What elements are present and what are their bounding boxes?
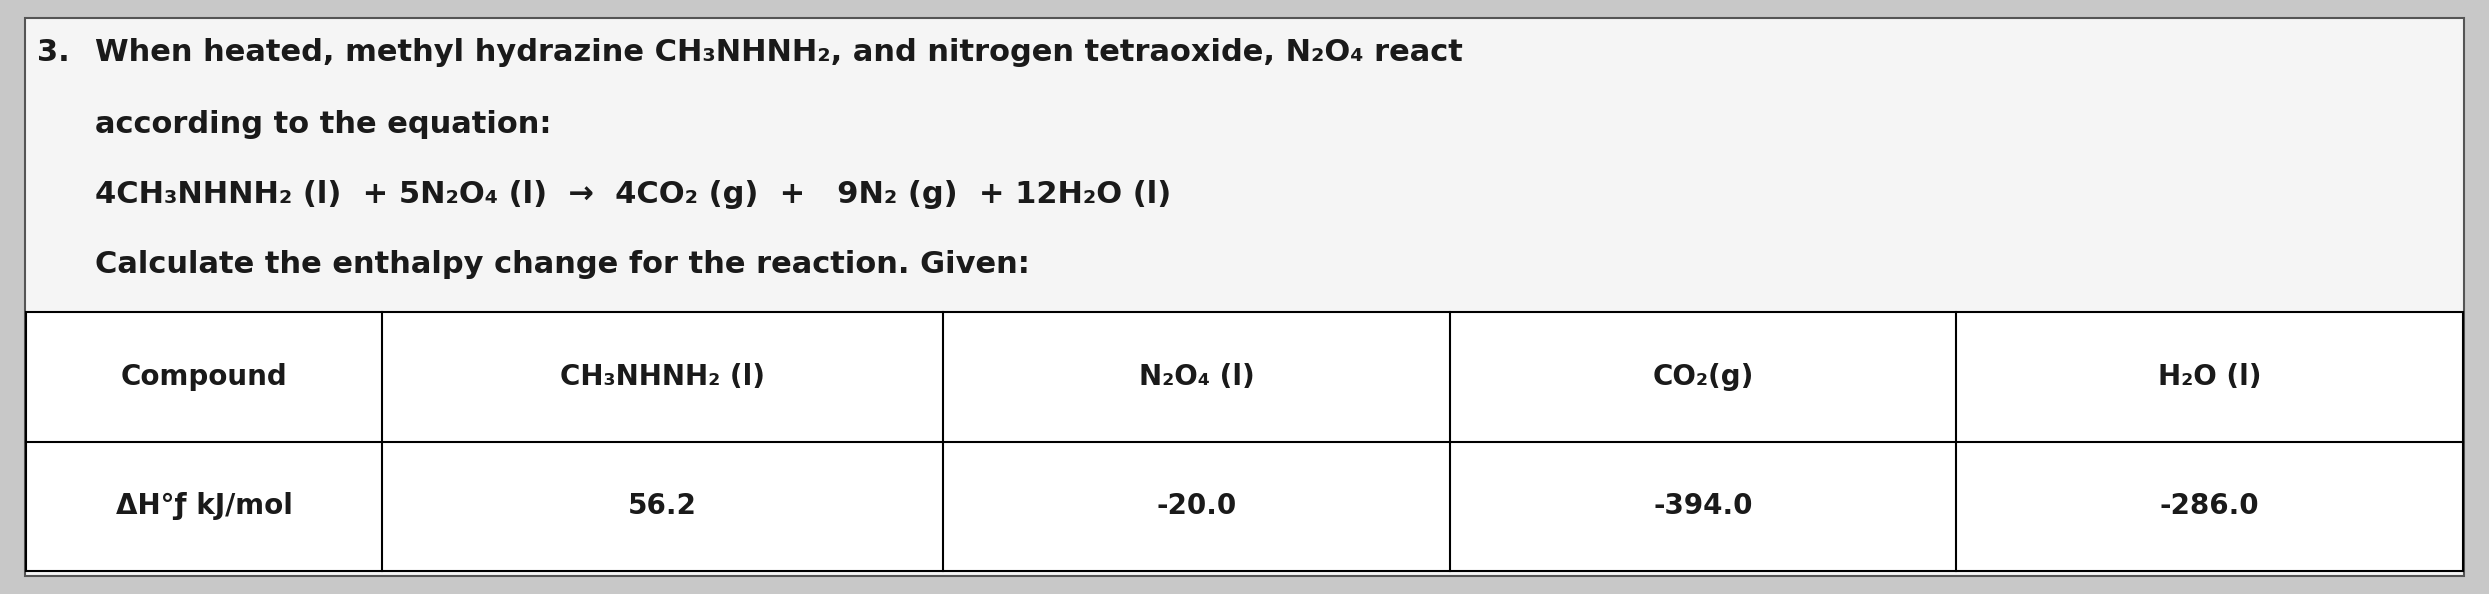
Text: according to the equation:: according to the equation: <box>95 110 553 139</box>
Text: -394.0: -394.0 <box>1653 492 1752 520</box>
Text: 4CH₃NHNH₂ (l)  + 5N₂O₄ (l)  →  4CO₂ (g)  +   9N₂ (g)  + 12H₂O (l): 4CH₃NHNH₂ (l) + 5N₂O₄ (l) → 4CO₂ (g) + 9… <box>95 180 1172 209</box>
Text: CH₃NHNH₂ (l): CH₃NHNH₂ (l) <box>560 363 764 391</box>
Text: ΔH°ƒ kJ/mol: ΔH°ƒ kJ/mol <box>114 492 291 520</box>
Text: CO₂(g): CO₂(g) <box>1653 363 1755 391</box>
Text: -20.0: -20.0 <box>1157 492 1237 520</box>
Text: When heated, methyl hydrazine CH₃NHNH₂, and nitrogen tetraoxide, N₂O₄ react: When heated, methyl hydrazine CH₃NHNH₂, … <box>95 38 1464 67</box>
Text: Compound: Compound <box>119 363 286 391</box>
Text: Calculate the enthalpy change for the reaction. Given:: Calculate the enthalpy change for the re… <box>95 250 1030 279</box>
Text: -286.0: -286.0 <box>2160 492 2260 520</box>
Bar <box>25 312 2464 571</box>
Text: 3.: 3. <box>37 38 70 67</box>
Text: H₂O (l): H₂O (l) <box>2158 363 2263 391</box>
Text: 56.2: 56.2 <box>627 492 697 520</box>
Text: N₂O₄ (l): N₂O₄ (l) <box>1137 363 1254 391</box>
